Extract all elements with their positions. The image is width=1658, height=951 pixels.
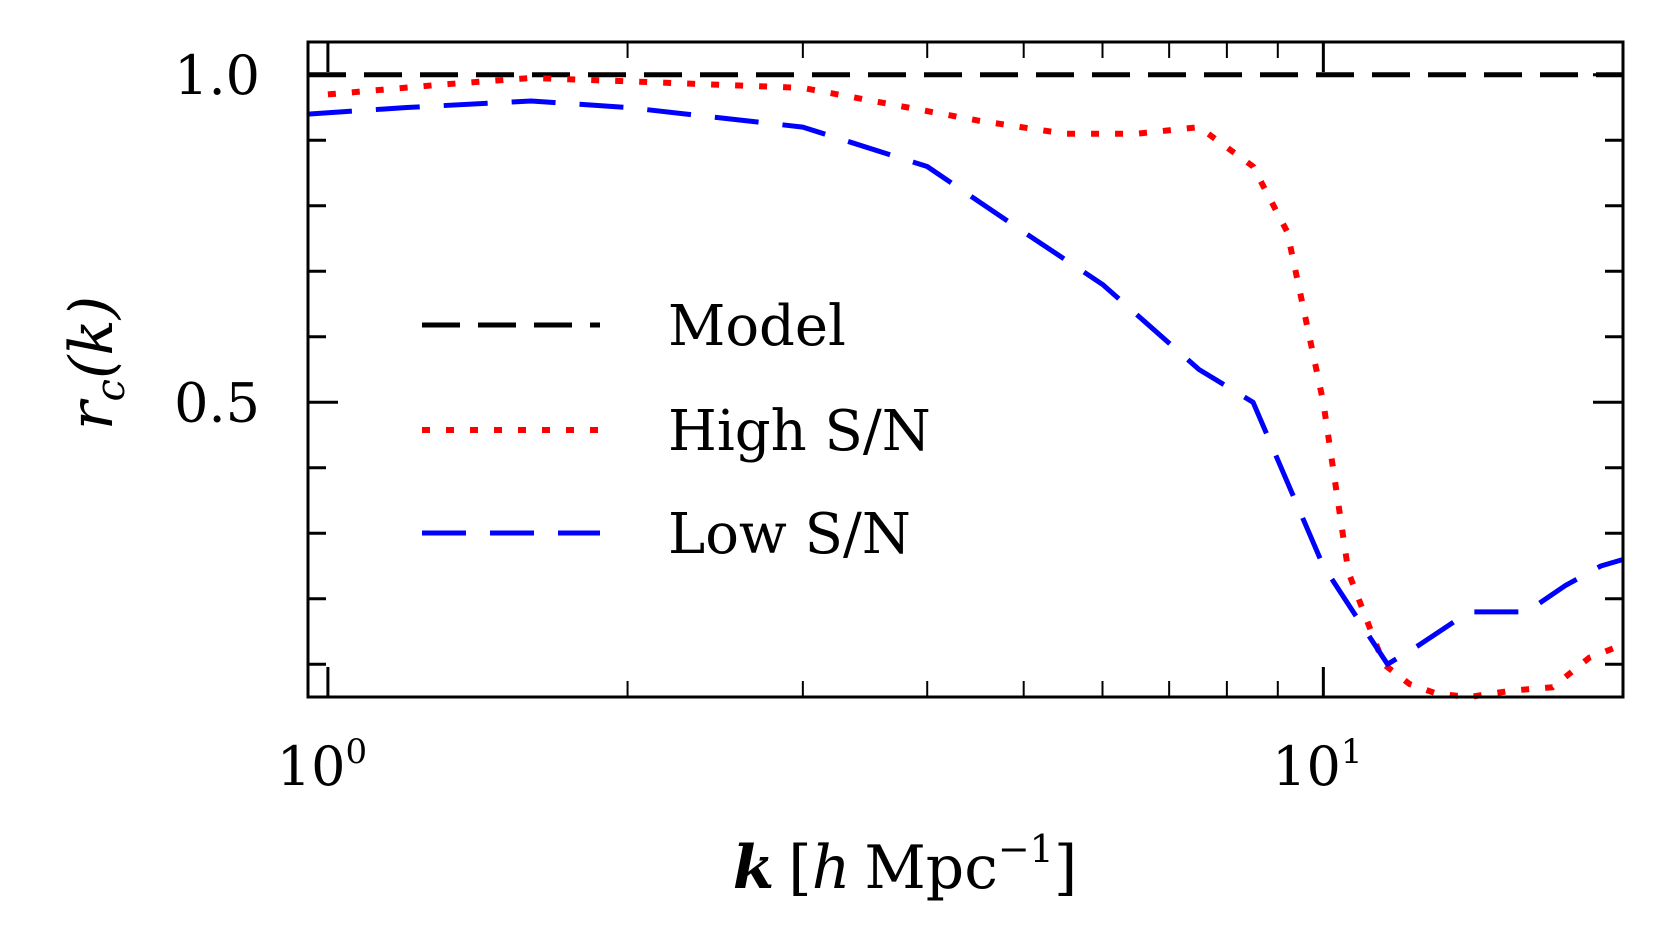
legend-label-low-sn: Low S/N [668, 502, 911, 567]
series-line-low-s-n [307, 98, 1624, 667]
series-layer [307, 72, 1625, 700]
x-axis-label: k [h Mpc−1] [733, 827, 1078, 903]
y-tick-label-1-0: 1.0 [174, 44, 260, 107]
x-tick-label-10-1: 101 [1272, 732, 1362, 798]
plot-frame [306, 40, 1625, 699]
series-line-high-s-n [327, 75, 1625, 700]
legend-label-high-sn: High S/N [668, 399, 931, 464]
legend-label-model: Model [668, 294, 846, 359]
y-axis-label: rc(k) [57, 296, 134, 430]
y-tick-label-0-5: 0.5 [174, 371, 260, 434]
legend: Model High S/N Low S/N [422, 294, 931, 567]
x-tick-label-10-0: 100 [277, 732, 367, 798]
